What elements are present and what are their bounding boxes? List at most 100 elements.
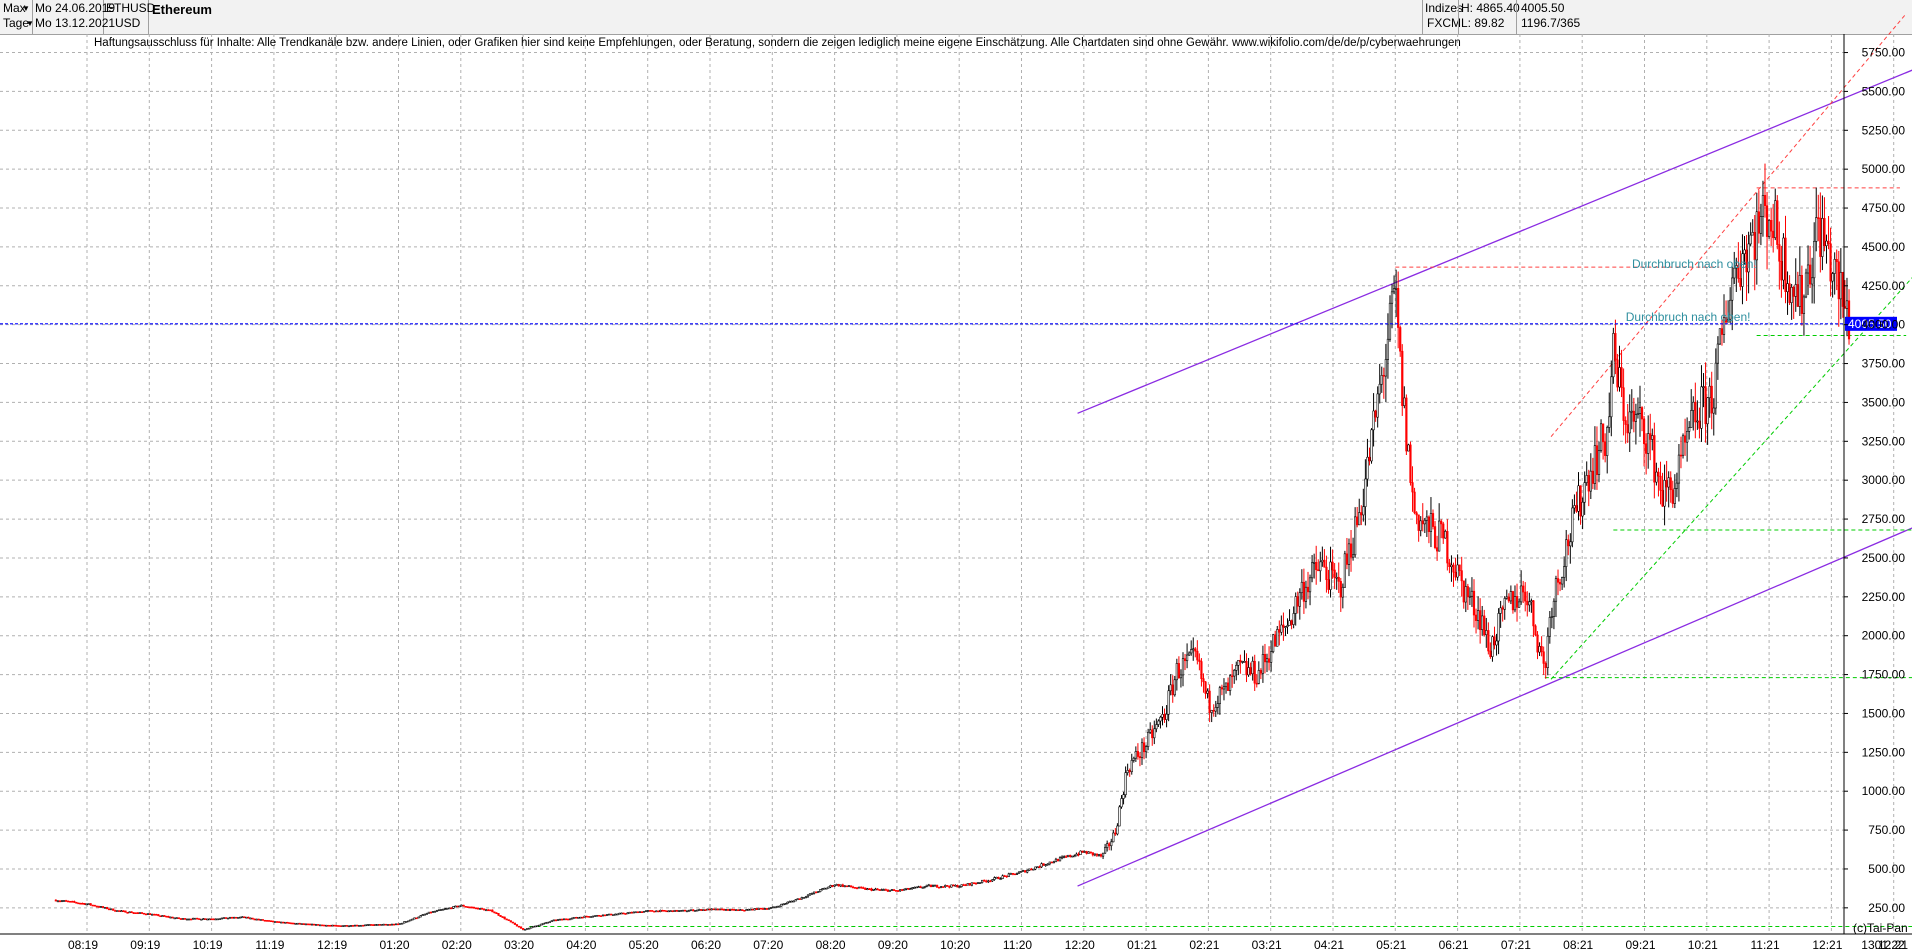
candle-body	[1083, 851, 1086, 853]
candle-body	[1368, 456, 1371, 462]
candle-body	[108, 908, 111, 911]
candle-body	[128, 911, 131, 914]
candle-body	[1214, 707, 1217, 712]
candle-body	[1050, 861, 1053, 864]
candle-body	[696, 909, 699, 912]
candle-body	[1362, 506, 1365, 516]
candle-body	[960, 884, 963, 887]
candle-body	[1667, 477, 1670, 488]
candle-body	[378, 924, 381, 926]
candle-body	[911, 887, 914, 889]
candle-body	[458, 905, 461, 908]
candle-body	[985, 880, 988, 883]
candle-body	[1733, 267, 1736, 279]
candle-body	[1019, 871, 1023, 873]
y-tick-label: 4750.00	[1862, 201, 1906, 215]
candle-body	[1796, 284, 1799, 307]
candle-body	[1421, 520, 1424, 525]
range-label: Max	[3, 1, 26, 15]
candle-body	[626, 912, 629, 915]
candle-body	[1183, 658, 1187, 662]
date-range[interactable]: Mo 24.06.2019 Mo 13.12.2021	[32, 0, 115, 34]
y-tick-label: 750.00	[1868, 823, 1905, 837]
candle-body	[1839, 272, 1842, 300]
candle-body	[864, 887, 867, 890]
candle-body	[1038, 866, 1041, 869]
candle-body	[1364, 478, 1367, 507]
candle-body	[101, 906, 105, 908]
candle-body	[589, 916, 592, 918]
candle-body	[1524, 591, 1527, 602]
candle-body	[1169, 684, 1172, 692]
candle-body	[1237, 659, 1240, 666]
candle-body	[821, 888, 824, 891]
candle-body	[1720, 328, 1724, 335]
candle-body	[1151, 729, 1154, 739]
candle-body	[1431, 513, 1435, 527]
candle-body	[351, 925, 355, 927]
y-tick-label: 1750.00	[1862, 668, 1906, 682]
candle-body	[83, 902, 86, 905]
candle-body	[1013, 873, 1017, 876]
candle-body	[1468, 595, 1471, 598]
candle-body	[372, 924, 375, 926]
candle-body	[806, 894, 810, 898]
symbol-box[interactable]: ETHUSD USD	[103, 0, 155, 34]
candle-body	[1653, 435, 1656, 483]
candle-body	[974, 882, 978, 885]
candle-body	[249, 917, 252, 920]
chevron-down-icon: ▼	[22, 4, 30, 13]
candle-body	[1224, 682, 1228, 688]
candle-body	[413, 917, 416, 920]
candle-body	[56, 900, 59, 903]
candle-body	[235, 916, 238, 919]
instrument-name: Ethereum	[152, 2, 212, 17]
candle-body	[1024, 870, 1027, 873]
x-tick-label: 04:21	[1314, 938, 1344, 952]
candle-body	[876, 888, 879, 891]
candle-body	[513, 922, 517, 925]
candle-body	[1026, 870, 1029, 873]
candle-body	[212, 918, 215, 921]
symbol-code: ETHUSD	[106, 1, 156, 15]
candle-body	[1679, 454, 1683, 457]
candle-body	[251, 917, 254, 920]
range-selector[interactable]: Max ▼ Tage ▼	[0, 0, 34, 34]
candle-body	[1175, 663, 1178, 681]
x-tick-label: 07:21	[1501, 938, 1531, 952]
candle-body	[636, 911, 639, 914]
candle-body	[530, 926, 533, 929]
candle-body	[1585, 475, 1588, 483]
candle-body	[1155, 724, 1158, 730]
x-tick-label: 03:20	[504, 938, 534, 952]
candle-body	[1003, 875, 1006, 878]
candle-body	[595, 914, 598, 917]
candle-body	[335, 925, 338, 927]
candle-body	[784, 903, 787, 905]
candle-body	[1226, 682, 1230, 691]
y-tick-label: 5000.00	[1862, 162, 1906, 176]
candle-body	[1712, 407, 1715, 414]
candle-body	[815, 891, 818, 894]
candle-body	[968, 883, 971, 886]
candle-body	[1073, 855, 1076, 858]
axes: 250.00 500.00 750.00 1000.00 1250.00 1500.00 1…	[0, 34, 1912, 952]
candle-body	[321, 924, 324, 927]
candle-body	[1356, 516, 1359, 526]
candle-body	[456, 905, 459, 908]
candle-body	[1505, 596, 1508, 599]
candle-body	[1272, 634, 1275, 653]
candle-body	[1325, 566, 1328, 580]
candle-body	[962, 884, 965, 886]
candle-body	[1581, 501, 1584, 517]
candle-body	[972, 882, 976, 885]
candle-body	[938, 886, 941, 889]
candle-body	[415, 917, 418, 920]
candle-body	[392, 923, 396, 926]
interval-label: Tage	[3, 16, 30, 30]
grid	[0, 34, 1895, 934]
candle-body	[1686, 430, 1689, 443]
candle-body	[663, 910, 666, 912]
candle-body	[556, 919, 560, 921]
candle-body	[739, 909, 742, 911]
